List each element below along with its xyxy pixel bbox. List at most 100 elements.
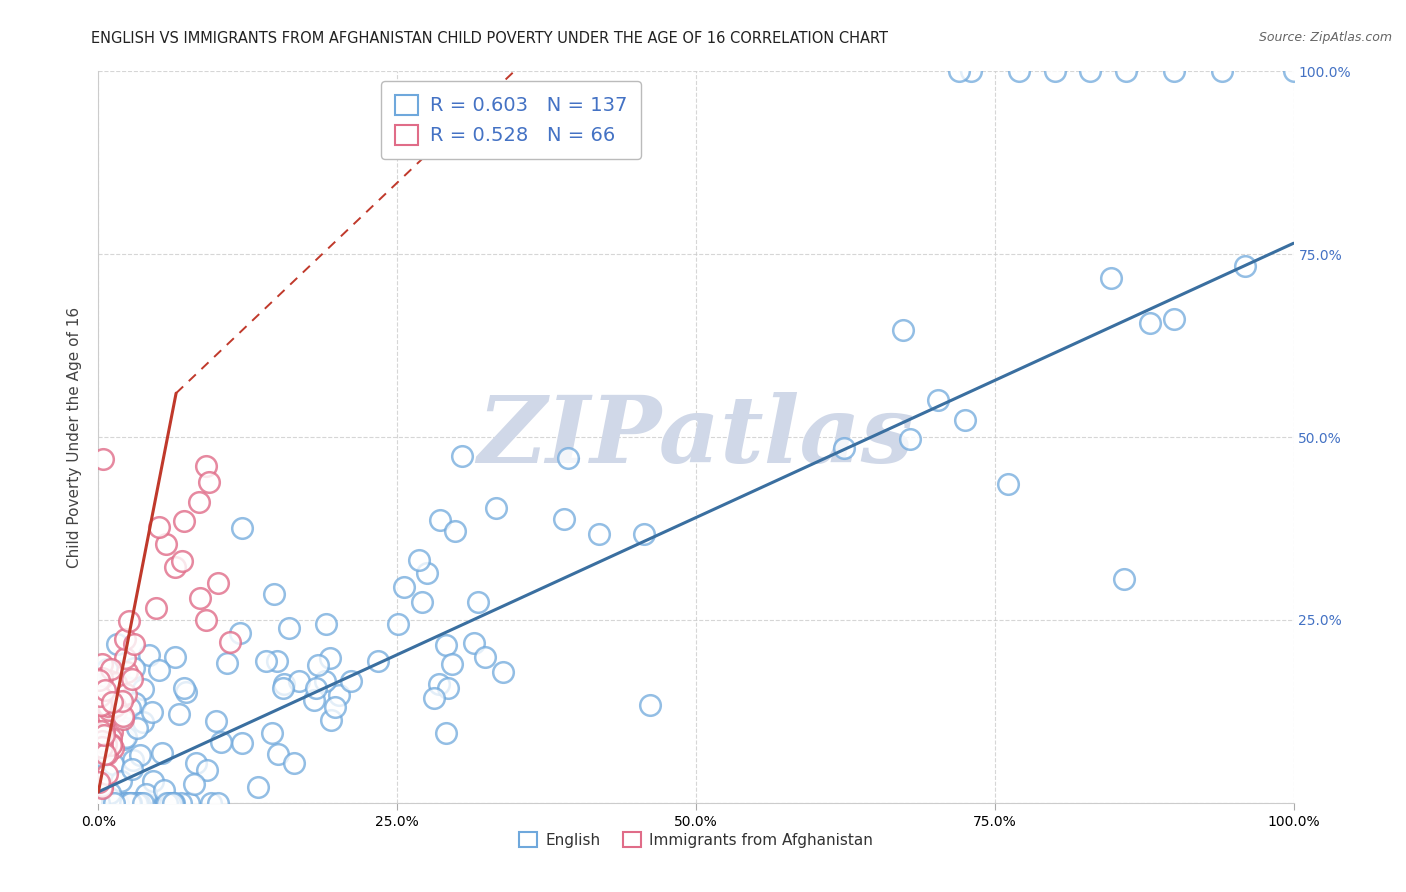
Point [443,524,465,538]
Point [340,673,363,688]
Point [115,704,138,718]
Point [209,734,232,748]
Point [94,690,117,705]
Point [94,683,117,698]
Point [110,691,132,706]
Point [114,650,136,665]
Point [124,661,146,675]
Point [200,796,222,810]
Point [387,616,409,631]
Point [392,580,415,594]
Point [87,673,110,687]
Point [96,766,118,780]
Point [103,796,125,810]
Point [416,566,439,581]
Point [96,747,118,761]
Point [89,796,111,810]
Point [260,725,283,739]
Point [115,730,138,744]
Point [422,690,444,705]
Point [93,728,115,742]
Text: ZIPatlas: ZIPatlas [478,392,914,482]
Y-axis label: Child Poverty Under the Age of 16: Child Poverty Under the Age of 16 [67,307,83,567]
Point [111,694,134,708]
Point [105,637,128,651]
Point [305,681,328,696]
Point [411,595,433,609]
Legend: English, Immigrants from Afghanistan: English, Immigrants from Afghanistan [513,825,879,854]
Point [553,512,575,526]
Point [104,679,127,693]
Point [153,783,176,797]
Point [173,681,195,695]
Point [278,621,301,635]
Point [98,674,121,689]
Point [91,780,114,794]
Point [100,738,122,752]
Point [122,753,145,767]
Point [131,715,153,730]
Point [124,696,146,710]
Point [148,663,170,677]
Point [114,732,136,747]
Point [474,649,496,664]
Point [91,692,114,706]
Point [467,594,489,608]
Point [319,713,342,727]
Point [159,796,181,810]
Point [94,701,117,715]
Point [91,452,114,467]
Point [229,625,252,640]
Point [90,736,112,750]
Point [91,733,114,747]
Point [440,657,463,671]
Point [89,689,111,703]
Point [101,698,124,712]
Point [319,650,342,665]
Point [107,664,129,678]
Point [91,796,114,810]
Point [100,662,122,676]
Point [105,704,128,718]
Point [323,700,346,714]
Point [125,796,148,810]
Point [315,616,337,631]
Point [96,662,118,676]
Point [1115,64,1137,78]
Point [162,796,184,810]
Point [91,718,114,732]
Point [98,786,121,800]
Point [204,714,226,728]
Point [155,796,177,810]
Point [156,796,179,810]
Point [101,756,124,771]
Point [557,451,579,466]
Point [110,774,132,789]
Point [162,796,184,810]
Point [114,796,136,810]
Point [103,796,125,810]
Point [105,676,128,690]
Point [121,672,143,686]
Point [142,774,165,789]
Point [93,747,115,762]
Point [174,684,197,698]
Point [231,736,253,750]
Point [120,796,142,810]
Point [101,741,124,756]
Point [898,432,921,446]
Point [638,698,661,712]
Point [429,514,451,528]
Point [314,674,336,689]
Point [266,747,288,762]
Point [271,681,294,695]
Point [184,756,207,770]
Point [1080,64,1102,78]
Point [94,708,117,723]
Point [115,796,138,810]
Point [287,674,309,689]
Point [112,712,135,726]
Point [463,636,485,650]
Point [148,520,170,534]
Point [283,756,305,770]
